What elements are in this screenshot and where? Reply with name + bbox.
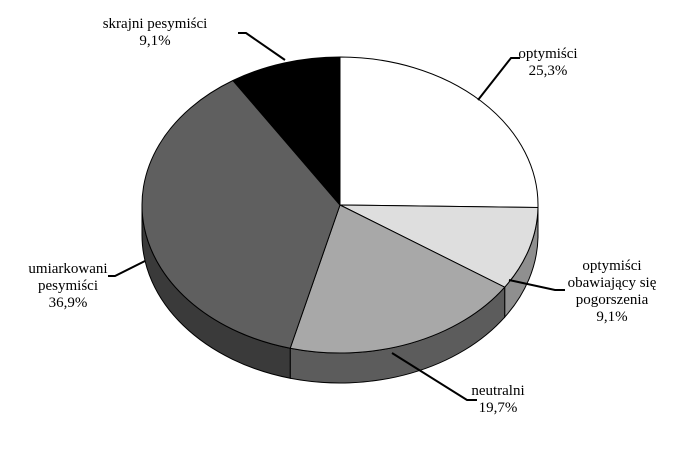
- slice-label-line-0: optymiści: [518, 46, 577, 62]
- slice-label-1: optymiści obawiający się pogorszenia 9,1%: [568, 258, 657, 325]
- pie-slice-2: [289, 204, 506, 354]
- pie-slice-0: [339, 56, 539, 209]
- slice-label-line-3: umiarkowani: [28, 261, 107, 277]
- pie-labels: optymiści 25,3%optymiści obawiający się pog…: [28, 16, 656, 416]
- slice-label-line-2: neutralni: [471, 383, 524, 399]
- slice-value-3: 36,9%: [49, 295, 88, 311]
- leader-line-0: [477, 57, 520, 101]
- slice-label-line-4: skrajni pesymiści: [103, 16, 208, 32]
- pie-slice-3: [141, 79, 341, 349]
- leader-line-1: [508, 279, 565, 291]
- slice-value-1: 9,1%: [596, 309, 627, 325]
- leader-line-2: [391, 352, 477, 401]
- slice-value-0: 25,3%: [529, 63, 568, 79]
- slice-value-4: 9,1%: [139, 33, 170, 49]
- slice-label-4: skrajni pesymiści 9,1%: [103, 16, 208, 49]
- slice-label-line-1: optymiści: [582, 258, 641, 274]
- slice-label-line-1: obawiający się: [568, 275, 657, 291]
- pie-slice-1: [339, 204, 539, 288]
- slice-label-line-1: pogorszenia: [576, 292, 649, 308]
- slice-label-2: neutralni 19,7%: [471, 383, 524, 416]
- slice-value-2: 19,7%: [479, 400, 518, 416]
- leader-line-3: [108, 260, 146, 277]
- slice-label-0: optymiści 25,3%: [518, 46, 577, 79]
- leader-line-4: [238, 32, 286, 61]
- pie-slice-4: [232, 56, 341, 206]
- slice-label-3: umiarkowani pesymiści 36,9%: [28, 261, 107, 311]
- slice-label-line-3: pesymiści: [38, 278, 98, 294]
- pie-slices: [141, 56, 539, 354]
